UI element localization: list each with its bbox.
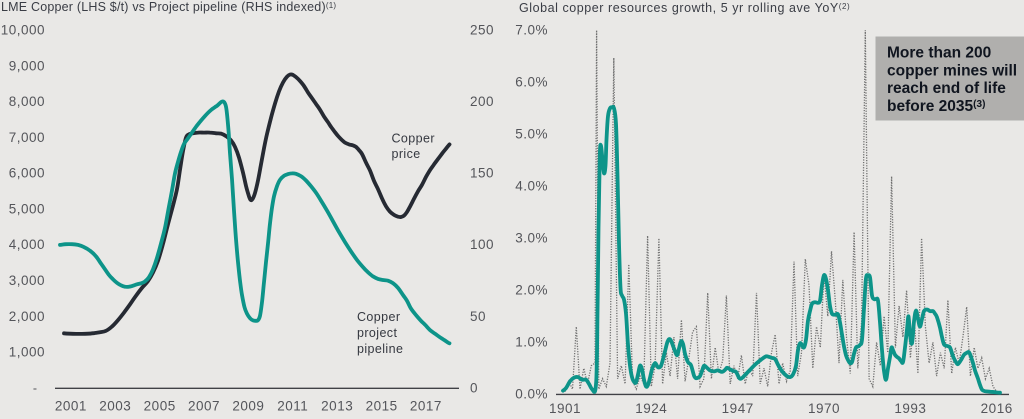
svg-text:8,000: 8,000: [9, 94, 45, 109]
svg-text:0: 0: [470, 380, 478, 395]
svg-text:2011: 2011: [277, 399, 308, 414]
svg-text:1993: 1993: [894, 401, 926, 416]
svg-text:More than 200: More than 200: [887, 45, 991, 62]
svg-text:6,000: 6,000: [9, 166, 45, 181]
svg-text:Copper: Copper: [357, 310, 400, 324]
svg-text:1924: 1924: [635, 401, 667, 416]
svg-text:Global copper resources growth: Global copper resources growth, 5 yr rol…: [519, 1, 850, 15]
svg-text:2003: 2003: [99, 399, 131, 414]
svg-text:100: 100: [470, 237, 494, 252]
svg-text:4,000: 4,000: [9, 237, 45, 252]
svg-text:project: project: [357, 326, 397, 340]
svg-text:2.0%: 2.0%: [515, 283, 548, 298]
svg-text:2,000: 2,000: [9, 309, 45, 324]
svg-text:4.0%: 4.0%: [515, 179, 548, 194]
svg-text:1,000: 1,000: [9, 345, 45, 360]
svg-text:5.0%: 5.0%: [515, 127, 548, 142]
svg-text:200: 200: [470, 94, 494, 109]
svg-text:Copper: Copper: [392, 132, 435, 146]
svg-text:1970: 1970: [808, 401, 840, 416]
svg-text:5,000: 5,000: [9, 201, 45, 216]
svg-text:3.0%: 3.0%: [515, 231, 548, 246]
svg-text:6.0%: 6.0%: [515, 75, 548, 90]
svg-text:50: 50: [470, 309, 486, 324]
svg-text:10,000: 10,000: [1, 23, 45, 38]
svg-text:150: 150: [470, 166, 494, 181]
svg-text:2016: 2016: [981, 401, 1013, 416]
svg-text:1901: 1901: [549, 401, 581, 416]
svg-text:reach end of life: reach end of life: [887, 80, 1006, 97]
svg-text:2015: 2015: [366, 399, 398, 414]
svg-text:2001: 2001: [55, 399, 87, 414]
svg-text:2017: 2017: [410, 399, 442, 414]
svg-text:9,000: 9,000: [9, 58, 45, 73]
svg-text:1.0%: 1.0%: [515, 335, 548, 350]
svg-text:price: price: [392, 147, 421, 161]
svg-text:2013: 2013: [321, 399, 353, 414]
svg-text:7,000: 7,000: [9, 130, 45, 145]
svg-text:1947: 1947: [722, 401, 754, 416]
svg-text:LME Copper (LHS $/t) vs Projec: LME Copper (LHS $/t) vs Project pipeline…: [1, 0, 336, 14]
svg-text:0.0%: 0.0%: [515, 387, 548, 402]
svg-text:3,000: 3,000: [9, 273, 45, 288]
svg-text:pipeline: pipeline: [357, 342, 403, 356]
svg-text:copper mines will: copper mines will: [887, 62, 1017, 79]
svg-text:250: 250: [470, 23, 494, 38]
svg-text:2007: 2007: [188, 399, 220, 414]
svg-text:before 2035(3): before 2035(3): [887, 98, 985, 115]
svg-text:-: -: [33, 381, 37, 395]
svg-text:2005: 2005: [144, 399, 176, 414]
svg-text:7.0%: 7.0%: [515, 23, 548, 38]
svg-text:2009: 2009: [232, 399, 264, 414]
